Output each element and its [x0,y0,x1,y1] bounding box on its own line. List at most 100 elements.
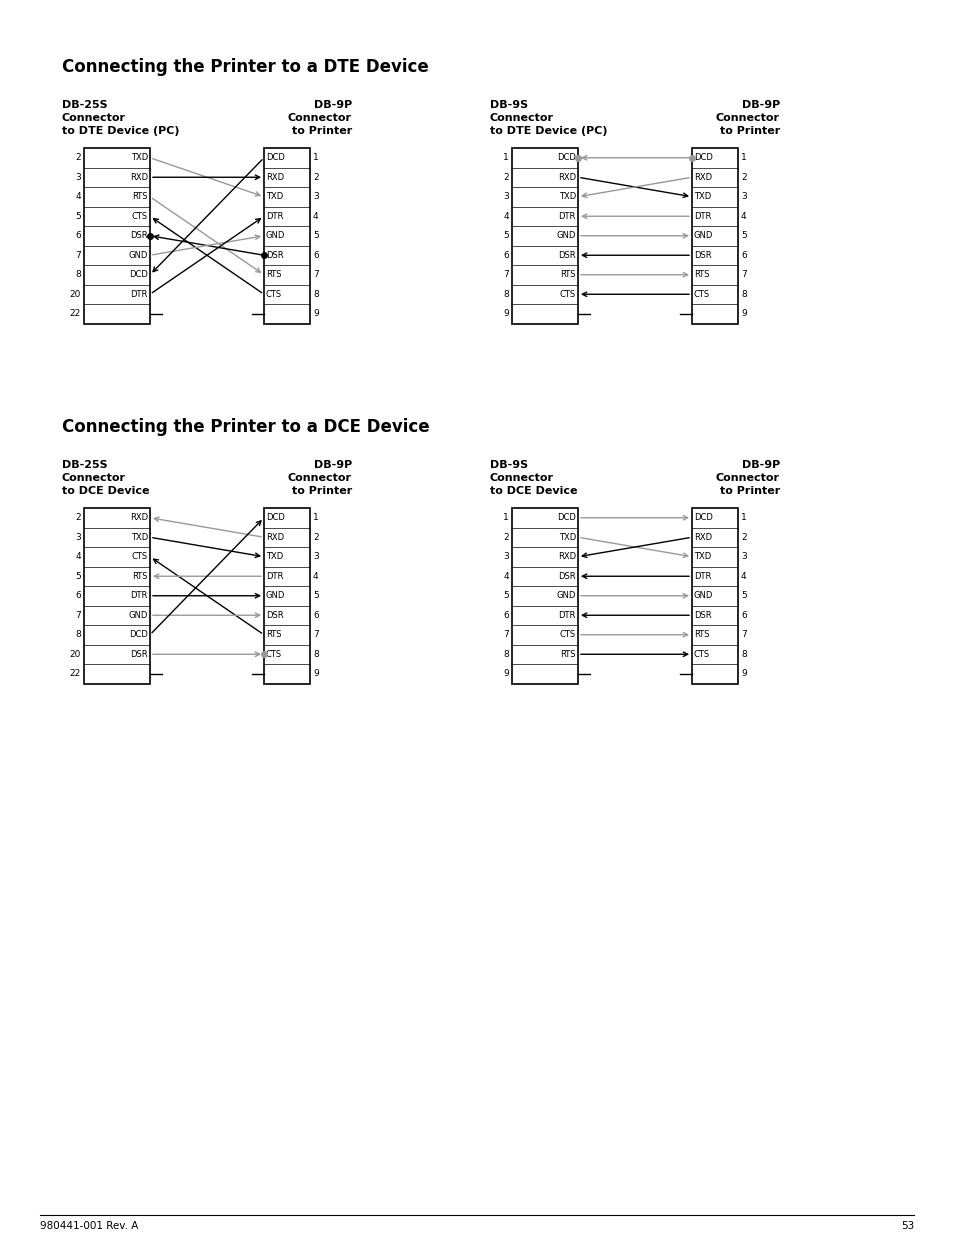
Text: 22: 22 [70,669,81,678]
Text: DCD: DCD [129,271,148,280]
Text: DB-25S: DB-25S [62,461,108,470]
Text: 4: 4 [503,212,509,221]
Text: 6: 6 [75,231,81,241]
Text: DSR: DSR [693,610,711,620]
Text: to DTE Device (PC): to DTE Device (PC) [62,126,179,136]
Text: DTR: DTR [693,212,711,221]
Text: 7: 7 [503,271,509,280]
Text: 4: 4 [75,192,81,201]
Text: to Printer: to Printer [292,485,352,495]
Text: 3: 3 [503,553,509,562]
Text: DCD: DCD [557,154,576,162]
Text: 7: 7 [75,251,81,260]
Text: RTS: RTS [693,271,709,280]
Text: 1: 1 [503,154,509,162]
Text: 3: 3 [313,553,318,562]
Text: 1: 1 [740,513,746,522]
Text: DSR: DSR [131,231,148,241]
Text: 7: 7 [75,610,81,620]
Text: DB-25S: DB-25S [62,100,108,110]
Text: RXD: RXD [693,533,711,542]
Text: 9: 9 [313,669,318,678]
Text: 4: 4 [75,553,81,562]
Text: RXD: RXD [130,172,148,182]
Text: Connector: Connector [490,473,554,483]
Text: CTS: CTS [559,290,576,298]
Text: 7: 7 [503,630,509,639]
Text: Connector: Connector [62,114,126,124]
Bar [691,508,738,684]
Text: TXD: TXD [131,154,148,162]
Text: 2: 2 [313,172,318,182]
Text: RTS: RTS [693,630,709,639]
Text: RXD: RXD [693,172,711,182]
Text: DTR: DTR [266,212,283,221]
Text: DTR: DTR [693,572,711,580]
Text: 7: 7 [740,271,746,280]
Text: 1: 1 [313,154,318,162]
Bar [84,508,150,684]
Text: CTS: CTS [559,630,576,639]
Text: 22: 22 [70,310,81,318]
Text: 53: 53 [900,1221,913,1231]
Text: 3: 3 [75,172,81,182]
Text: GND: GND [693,231,713,241]
Text: Connector: Connector [716,114,780,124]
Text: 2: 2 [503,172,509,182]
Text: Connector: Connector [288,473,352,483]
Text: GND: GND [556,231,576,241]
Text: GND: GND [266,231,285,241]
Text: Connector: Connector [716,473,780,483]
Text: 4: 4 [313,572,318,580]
Text: DSR: DSR [558,251,576,260]
Text: 9: 9 [740,310,746,318]
Text: RXD: RXD [266,533,284,542]
Text: 3: 3 [75,533,81,542]
Bar [512,149,578,323]
Text: to Printer: to Printer [292,126,352,136]
Text: 2: 2 [75,154,81,162]
Text: DTR: DTR [131,592,148,600]
Text: RTS: RTS [560,650,576,659]
Text: 6: 6 [740,610,746,620]
Text: 4: 4 [313,212,318,221]
Text: DCD: DCD [266,154,285,162]
Text: RXD: RXD [266,172,284,182]
Text: TXD: TXD [266,192,283,201]
Text: 2: 2 [503,533,509,542]
Text: 6: 6 [503,251,509,260]
Text: Connector: Connector [288,114,352,124]
Text: 980441-001 Rev. A: 980441-001 Rev. A [40,1221,138,1231]
Text: 9: 9 [503,669,509,678]
Bar [264,508,310,684]
Text: 8: 8 [313,290,318,298]
Text: DSR: DSR [558,572,576,580]
Text: DCD: DCD [693,154,712,162]
Text: 9: 9 [503,310,509,318]
Text: TXD: TXD [693,553,711,562]
Text: 5: 5 [75,572,81,580]
Text: TXD: TXD [693,192,711,201]
Text: TXD: TXD [558,192,576,201]
Text: DTR: DTR [558,610,576,620]
Text: 4: 4 [740,212,746,221]
Text: 7: 7 [313,271,318,280]
Text: TXD: TXD [558,533,576,542]
Text: 6: 6 [313,251,318,260]
Text: 1: 1 [313,513,318,522]
Text: 8: 8 [75,271,81,280]
Text: DTR: DTR [266,572,283,580]
Bar [691,149,738,323]
Text: RXD: RXD [130,513,148,522]
Text: DSR: DSR [266,251,283,260]
Text: DCD: DCD [557,513,576,522]
Text: 5: 5 [740,231,746,241]
Bar [512,508,578,684]
Text: DB-9P: DB-9P [314,100,352,110]
Text: CTS: CTS [266,650,282,659]
Text: to Printer: to Printer [719,126,780,136]
Text: to DTE Device (PC): to DTE Device (PC) [490,126,607,136]
Text: 2: 2 [313,533,318,542]
Text: RTS: RTS [266,630,281,639]
Text: DSR: DSR [693,251,711,260]
